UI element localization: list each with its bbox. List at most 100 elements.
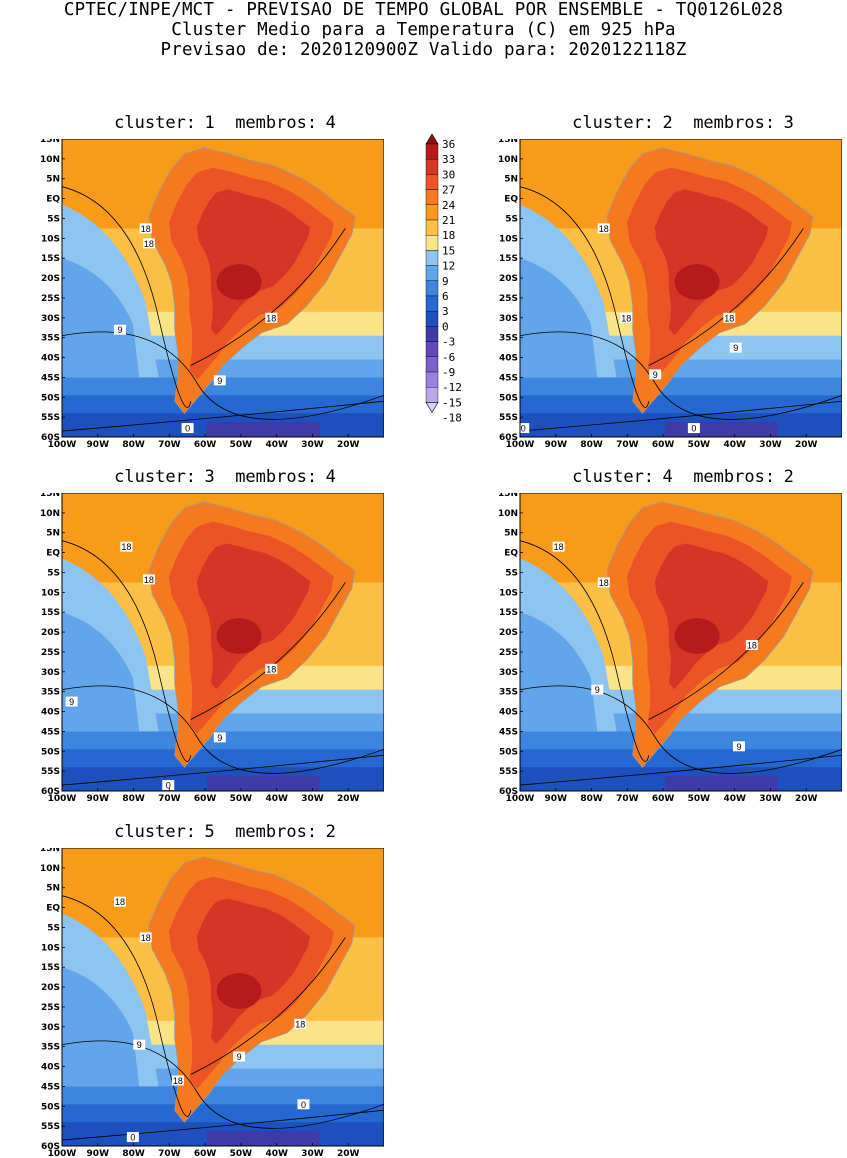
colorbar-swatch <box>425 310 439 327</box>
contour-line <box>520 685 842 774</box>
latitude-tick-label: 45S <box>499 727 518 737</box>
longitude-tick-label: 80W <box>580 794 603 803</box>
header-title-line3: Previsao de: 2020120900Z Valido para: 20… <box>160 40 687 60</box>
latitude-tick-label: 5N <box>46 175 60 185</box>
latitude-tick-label: 40S <box>41 354 60 364</box>
latitude-tick-label: 20S <box>41 983 60 993</box>
svg-text:18: 18 <box>295 1019 305 1029</box>
latitude-tick-label: 45S <box>41 373 60 383</box>
svg-text:9: 9 <box>237 1052 242 1062</box>
latitude-tick-label: 5N <box>504 529 518 539</box>
longitude-tick-label: 50W <box>688 794 711 803</box>
contour-label: 9 <box>732 741 745 752</box>
cluster-label: cluster: <box>572 467 655 487</box>
colorbar-bottom-arrow <box>425 402 439 413</box>
longitude-tick-label: 80W <box>122 440 145 449</box>
latitude-tick-label: 40S <box>499 708 518 718</box>
latitude-tick-label: 30S <box>499 668 518 678</box>
colorbar-label: 33 <box>442 153 455 166</box>
contour-line <box>190 228 346 366</box>
contour-label: 18 <box>171 1075 184 1086</box>
colorbar-label: 0 <box>442 320 449 333</box>
contour-label: 9 <box>649 369 662 380</box>
continent-hotter-fill <box>196 189 311 336</box>
latitude-tick-label: 30S <box>41 314 60 324</box>
contour-label: 18 <box>142 238 155 249</box>
svg-text:18: 18 <box>266 313 276 323</box>
contour-label: 0 <box>520 423 530 434</box>
panel-title: cluster: 5 membros: 2 <box>75 822 375 842</box>
svg-text:18: 18 <box>621 313 631 323</box>
colorbar-top-arrow <box>425 133 439 145</box>
members-count: 2 <box>325 822 336 842</box>
longitude-tick-label: 30W <box>301 440 324 449</box>
latitude-tick-label: 15N <box>498 493 518 499</box>
svg-text:9: 9 <box>137 1040 142 1050</box>
header-title-line2: Cluster Medio para a Temperatura (C) em … <box>171 20 676 40</box>
map-frame <box>61 848 384 1147</box>
contour-label: 18 <box>265 312 278 323</box>
cluster-number: 2 <box>662 113 673 133</box>
longitude-tick-label: 40W <box>265 440 288 449</box>
temperature-band <box>520 377 842 397</box>
members-count: 4 <box>325 113 336 133</box>
contour-label: 18 <box>552 541 565 552</box>
coastline <box>148 501 356 768</box>
contour-label: 9 <box>213 375 226 386</box>
svg-text:0: 0 <box>130 1133 135 1143</box>
svg-text:18: 18 <box>141 933 151 943</box>
members-count: 4 <box>325 467 336 487</box>
contour-label: 9 <box>65 696 78 707</box>
temperature-band <box>62 1086 384 1106</box>
panel-title: cluster: 2 membros: 3 <box>533 113 833 133</box>
latitude-tick-label: 20S <box>41 628 60 638</box>
colorbar-swatch <box>425 204 439 221</box>
svg-text:18: 18 <box>144 239 154 249</box>
members-label: membros: <box>693 113 776 133</box>
map-frame <box>519 493 842 792</box>
svg-text:0: 0 <box>166 781 171 791</box>
longitude-tick-label: 90W <box>87 440 110 449</box>
latitude-tick-label: 30S <box>41 1023 60 1033</box>
svg-text:18: 18 <box>724 313 734 323</box>
latitude-tick-label: 60S <box>41 1142 60 1152</box>
map-frame <box>61 493 384 792</box>
svg-text:9: 9 <box>733 343 738 353</box>
colorbar-swatch <box>425 295 439 312</box>
contour-line <box>520 540 650 762</box>
latitude-tick-label: 5S <box>47 568 60 578</box>
svg-text:9: 9 <box>736 742 741 752</box>
colorbar-label: -9 <box>442 366 455 379</box>
svg-text:18: 18 <box>144 575 154 585</box>
latitude-tick-label: EQ <box>46 904 60 914</box>
svg-text:0: 0 <box>691 424 696 434</box>
latitude-tick-label: 60S <box>41 787 60 797</box>
contour-line <box>62 186 192 408</box>
longitude-tick-label: 70W <box>158 440 181 449</box>
latitude-tick-label: 45S <box>499 373 518 383</box>
contour-label: 0 <box>687 423 700 434</box>
contour-line <box>520 186 650 408</box>
members-label: membros: <box>235 113 318 133</box>
longitude-tick-label: 30W <box>301 794 324 803</box>
coastline <box>148 856 356 1123</box>
latitude-tick-label: 10S <box>41 234 60 244</box>
contour-label: 9 <box>113 324 126 335</box>
latitude-tick-label: 30S <box>41 668 60 678</box>
temperature-band <box>62 395 384 415</box>
contour-label: 18 <box>723 312 736 323</box>
longitude-tick-label: 40W <box>723 440 746 449</box>
latitude-tick-label: EQ <box>504 549 518 559</box>
latitude-tick-label: 50S <box>499 393 518 403</box>
contour-line <box>520 754 842 786</box>
latitude-tick-label: 5S <box>47 923 60 933</box>
contour-label: 18 <box>597 577 610 588</box>
contour-line <box>62 540 192 762</box>
colorbar-label: -6 <box>442 351 455 364</box>
latitude-tick-label: EQ <box>46 549 60 559</box>
interior-max-fill <box>216 264 262 300</box>
latitude-tick-label: 15S <box>41 254 60 264</box>
latitude-tick-label: 60S <box>499 433 518 443</box>
continent-hotter-fill <box>196 898 311 1045</box>
colorbar-swatch <box>425 219 439 236</box>
